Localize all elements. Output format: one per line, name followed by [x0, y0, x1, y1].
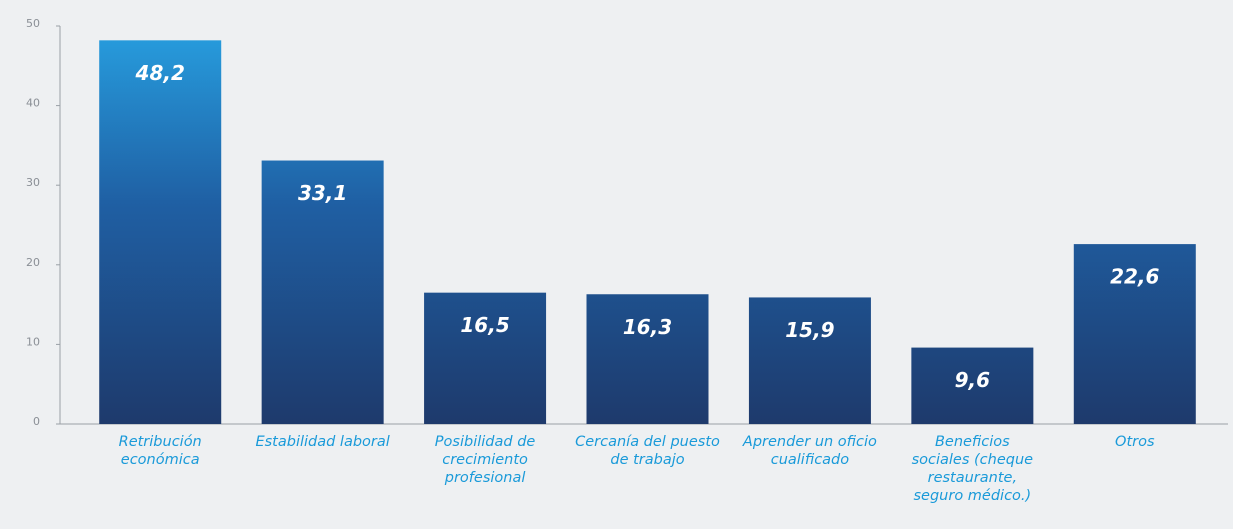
y-tick-label: 40	[26, 97, 40, 110]
value-label: 33,1	[298, 181, 347, 205]
value-label: 16,5	[460, 313, 509, 337]
value-label: 48,2	[135, 61, 185, 85]
y-tick-label: 20	[26, 256, 40, 269]
value-label: 9,6	[955, 368, 991, 392]
value-label: 16,3	[623, 315, 672, 339]
x-tick-label: Beneficios sociales (cheque restaurante,…	[911, 434, 1034, 504]
y-tick-label: 50	[26, 17, 40, 30]
value-label: 15,9	[785, 318, 834, 342]
bar	[1073, 244, 1196, 424]
bar	[261, 160, 384, 425]
bar	[911, 347, 1034, 424]
bar	[586, 294, 709, 424]
x-tick-label: Aprender un oficio cualificado	[742, 434, 877, 468]
y-tick-label: 10	[26, 335, 40, 348]
bar	[99, 40, 222, 424]
bar	[424, 292, 547, 424]
value-label: 22,6	[1110, 265, 1159, 289]
x-tick-label: Otros	[1115, 434, 1155, 450]
x-tick-label: Posibilidad de crecimiento profesional	[434, 434, 536, 486]
bar	[748, 297, 871, 424]
y-tick-label: 0	[33, 415, 40, 428]
x-tick-label: Estabilidad laboral	[255, 434, 390, 450]
x-tick-label: Retribución económica	[118, 434, 202, 468]
x-tick-label: Cercanía del puesto de trabajo	[575, 434, 720, 468]
y-tick-label: 30	[26, 176, 40, 189]
